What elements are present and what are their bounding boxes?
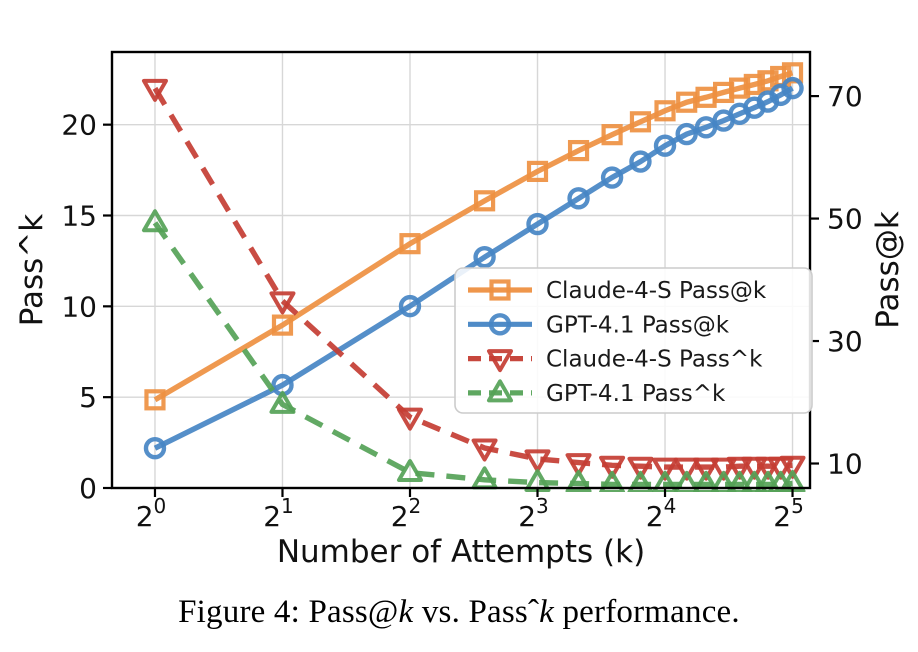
triangle-down-marker bbox=[599, 455, 626, 479]
triangle-down-marker bbox=[779, 455, 806, 479]
triangle-up-marker bbox=[599, 470, 626, 492]
legend-label: Claude-4-S Pass^k bbox=[546, 347, 763, 373]
legend-entry-gpt-4-1-pass-k: GPT-4.1 Pass^k bbox=[468, 379, 726, 407]
series-claude-4-s-pass-k bbox=[144, 62, 804, 411]
legend-entry-claude-4-s-pass-k: Claude-4-S Pass^k bbox=[468, 347, 763, 373]
triangle-down-marker bbox=[524, 449, 551, 473]
left-axis-tick-label: 20 bbox=[61, 109, 97, 142]
triangle-up-marker bbox=[673, 470, 700, 492]
x-axis-tick-label: 24 bbox=[646, 494, 677, 533]
triangle-down-marker bbox=[487, 349, 513, 373]
triangle-up-marker bbox=[487, 379, 513, 403]
circle-marker bbox=[600, 166, 624, 189]
square-marker bbox=[743, 73, 765, 96]
triangle-down-marker bbox=[741, 456, 768, 480]
square-marker bbox=[654, 100, 676, 122]
circle-marker bbox=[473, 245, 496, 269]
square-marker bbox=[567, 139, 590, 162]
legend-box bbox=[454, 267, 813, 414]
circle-marker bbox=[398, 294, 422, 318]
circle-marker bbox=[526, 212, 549, 236]
circle-marker bbox=[781, 76, 804, 100]
left-y-axis-label: Pass^k bbox=[14, 214, 50, 327]
axis-tick-labels: 20 21 22 23 24 25 0 5 10 15 20 10 30 50 70 bbox=[61, 80, 862, 533]
right-axis-tick-label: 10 bbox=[827, 448, 863, 481]
circle-marker bbox=[567, 187, 590, 210]
triangle-up-marker bbox=[710, 470, 737, 492]
triangle-down-marker bbox=[726, 456, 753, 480]
triangle-down-marker bbox=[710, 457, 737, 481]
x-axis-tick-label: 21 bbox=[263, 494, 294, 533]
triangle-down-marker bbox=[471, 438, 498, 462]
triangle-down-marker bbox=[673, 457, 700, 481]
square-marker bbox=[473, 190, 496, 212]
left-axis-tick-label: 10 bbox=[61, 290, 97, 323]
caption-segment: vs. Passˆ bbox=[413, 594, 540, 630]
square-marker bbox=[601, 124, 623, 146]
circle-marker bbox=[675, 122, 698, 146]
legend-label: Claude-4-S Pass@k bbox=[546, 278, 767, 304]
triangle-down-marker bbox=[652, 457, 679, 481]
left-axis-tick-label: 5 bbox=[79, 381, 97, 414]
square-marker bbox=[629, 111, 652, 133]
caption-k-italic: k bbox=[539, 594, 555, 630]
circle-marker bbox=[143, 436, 167, 460]
legend-entry-gpt-4-1-pass-k: GPT-4.1 Pass@k bbox=[468, 312, 730, 338]
square-marker bbox=[399, 233, 421, 255]
left-axis-tick-label: 0 bbox=[79, 472, 97, 505]
triangle-up-marker bbox=[141, 209, 168, 233]
triangle-down-marker bbox=[627, 456, 654, 480]
pass-at-k-chart: 20 21 22 23 24 25 0 5 10 15 20 10 30 50 70 Pass^k Pass@k… bbox=[14, 50, 906, 570]
triangle-up-marker bbox=[627, 470, 654, 492]
legend-entry-claude-4-s-pass-k: Claude-4-S Pass@k bbox=[468, 278, 767, 304]
right-axis-tick-label: 70 bbox=[827, 80, 863, 113]
x-axis-tick-label: 23 bbox=[518, 494, 549, 533]
square-marker bbox=[729, 77, 751, 99]
x-axis-tick-label: 20 bbox=[136, 494, 167, 533]
square-marker bbox=[271, 314, 294, 336]
square-marker bbox=[144, 389, 166, 411]
triangle-up-marker bbox=[269, 390, 296, 414]
right-axis-tick-label: 30 bbox=[827, 325, 863, 358]
caption-segment: performance. bbox=[554, 594, 740, 630]
legend-label: GPT-4.1 Pass^k bbox=[546, 381, 726, 407]
triangle-up-marker bbox=[693, 470, 720, 492]
caption-k-italic: k bbox=[398, 594, 414, 630]
circle-marker bbox=[629, 150, 652, 173]
triangle-up-marker bbox=[741, 470, 768, 492]
square-marker bbox=[757, 70, 779, 92]
triangle-down-marker bbox=[565, 453, 592, 477]
triangle-up-marker bbox=[726, 470, 753, 492]
triangle-up-marker bbox=[396, 459, 423, 483]
triangle-down-marker bbox=[269, 291, 296, 315]
legend: Claude-4-S Pass@k GPT-4.1 Pass@k Claude-4-… bbox=[454, 267, 813, 414]
series-claude-4-s-pass-k bbox=[141, 78, 806, 481]
x-axis-label: Number of Attempts (k) bbox=[277, 534, 645, 570]
caption-segment: Figure 4: Pass@ bbox=[178, 594, 399, 630]
square-marker bbox=[489, 279, 511, 301]
x-axis-tick-label: 22 bbox=[391, 494, 422, 533]
triangle-down-marker bbox=[396, 407, 423, 431]
figure-caption: Figure 4: Pass@k vs. Passˆk performance. bbox=[0, 594, 918, 631]
legend-label: GPT-4.1 Pass@k bbox=[546, 312, 730, 338]
triangle-down-marker bbox=[141, 78, 168, 102]
x-axis-tick-label: 25 bbox=[773, 494, 804, 533]
axis-ticks bbox=[103, 94, 819, 497]
circle-marker bbox=[653, 134, 677, 157]
left-axis-tick-label: 15 bbox=[61, 200, 97, 233]
triangle-down-marker bbox=[693, 457, 720, 481]
square-marker bbox=[526, 160, 549, 183]
circle-marker bbox=[488, 313, 512, 336]
right-y-axis-label: Pass@k bbox=[870, 211, 906, 329]
square-marker bbox=[676, 91, 698, 113]
triangle-up-marker bbox=[565, 469, 592, 492]
series-gpt-4-1-pass-k bbox=[141, 209, 806, 492]
right-axis-tick-label: 50 bbox=[827, 203, 863, 236]
